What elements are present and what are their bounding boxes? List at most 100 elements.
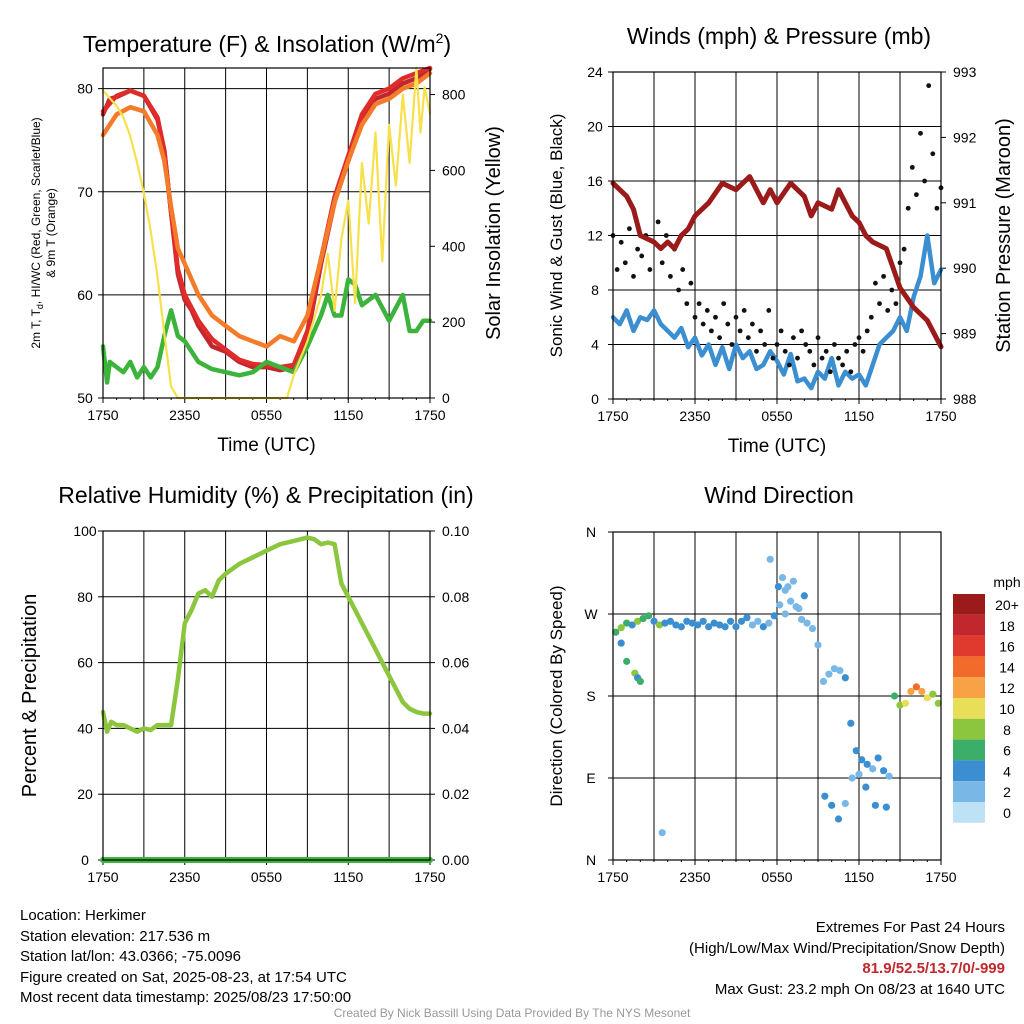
gust-point	[704, 308, 710, 313]
direction-point	[787, 597, 795, 605]
direction-point	[737, 617, 746, 625]
humidity-precipitation-panel: Relative Humidity (%) & Precipitation (i…	[19, 482, 474, 885]
gust-point	[627, 226, 632, 232]
direction-point	[836, 666, 844, 675]
x-tick-label: 2350	[679, 869, 710, 885]
gust-point	[745, 335, 751, 341]
direction-point	[770, 612, 778, 620]
legend-swatch	[953, 718, 985, 740]
direction-point	[699, 617, 707, 625]
direction-point	[880, 767, 888, 775]
y-tick-label: 12	[587, 228, 603, 244]
direction-point	[885, 772, 893, 780]
x-tick-label: 0550	[761, 408, 792, 424]
gust-point	[926, 83, 932, 89]
gust-point	[815, 335, 821, 341]
gust-point	[811, 362, 817, 368]
direction-point	[694, 621, 702, 629]
extremes-title: Extremes For Past 24 Hours	[815, 919, 1005, 936]
legend-swatch	[953, 594, 985, 615]
gust-point	[827, 369, 833, 375]
direction-point	[882, 803, 890, 811]
y-axis-label-sub: d	[35, 304, 45, 309]
direction-point	[828, 801, 836, 809]
legend-swatch	[953, 656, 985, 678]
direction-point	[929, 690, 937, 698]
2m-td-line	[100, 277, 433, 385]
gust-point	[721, 301, 727, 307]
gust-point	[877, 301, 882, 307]
y-tick-label: 0	[81, 852, 89, 868]
chart-title: Winds (mph) & Pressure (mb)	[627, 23, 931, 49]
direction-point	[655, 621, 664, 629]
y-tick-label: 40	[77, 720, 93, 736]
y2-axis-label: Station Pressure (Maroon)	[993, 118, 1015, 353]
direction-point	[650, 617, 658, 625]
direction-point	[623, 657, 631, 665]
gust-point	[770, 355, 776, 361]
direction-point	[803, 619, 811, 627]
x-tick-label: 1750	[87, 407, 118, 423]
direction-point	[644, 612, 653, 620]
direction-point	[934, 699, 942, 707]
extremes-info: Extremes For Past 24 Hours (High/Low/Max…	[689, 918, 1005, 1000]
legend-label: 20+	[995, 597, 1019, 613]
y2-tick-label: 400	[442, 238, 466, 254]
gust-point	[823, 348, 829, 354]
direction-point	[778, 573, 787, 582]
gust-point	[709, 328, 714, 334]
gust-point	[631, 273, 636, 279]
direction-point	[636, 677, 644, 686]
direction-point	[848, 774, 856, 782]
direction-point	[918, 687, 926, 696]
legend-swatch	[953, 739, 985, 761]
plot-frame	[612, 71, 942, 400]
x-tick-label: 0550	[251, 869, 282, 885]
gust-point	[832, 342, 837, 347]
direction-point	[716, 621, 724, 629]
direction-point	[617, 639, 625, 647]
y-tick-label: 4	[591, 337, 599, 353]
y2-tick-label: 0.00	[442, 852, 469, 868]
gust-point	[885, 308, 891, 313]
gust-point	[754, 348, 759, 354]
y2-tick-label: 992	[953, 129, 977, 145]
direction-point	[862, 783, 870, 791]
direction-point	[612, 628, 620, 636]
gust-point	[676, 287, 681, 293]
gust-point	[848, 369, 854, 375]
gust-point	[807, 348, 813, 354]
x-axis-label: Time (UTC)	[728, 436, 827, 457]
direction-point	[759, 623, 767, 631]
chart-title: Relative Humidity (%) & Precipitation (i…	[58, 482, 473, 508]
sonic-wind-line	[610, 233, 944, 391]
gust-point	[934, 205, 940, 211]
gust-point	[864, 328, 870, 334]
direction-point	[907, 687, 915, 696]
gust-point	[729, 342, 735, 347]
gust-point	[618, 239, 624, 245]
legend-label: 10	[999, 701, 1015, 717]
gust-point	[873, 280, 878, 286]
y2-tick-label: 800	[442, 87, 466, 103]
gust-point	[922, 178, 927, 184]
9m-t-line	[100, 70, 433, 349]
legend-label: 12	[999, 680, 1015, 696]
direction-point	[830, 665, 839, 673]
gust-point	[893, 301, 899, 307]
station-pressure-line	[610, 174, 944, 350]
gust-point	[725, 321, 731, 327]
y2-tick-label: 990	[953, 260, 977, 276]
direction-point	[863, 760, 871, 768]
x-tick-label: 2350	[679, 408, 710, 424]
x-tick-label: 1750	[414, 869, 445, 885]
y-tick-label: N	[586, 524, 596, 540]
x-tick-label: 1750	[925, 869, 956, 885]
legend-label: 0	[1003, 805, 1011, 821]
gust-point	[663, 233, 669, 238]
gust-point	[778, 328, 784, 334]
direction-point	[748, 621, 757, 629]
gust-point	[696, 301, 702, 307]
y-axis-label: Direction (Colored By Speed)	[547, 585, 566, 806]
gust-point	[659, 260, 665, 266]
